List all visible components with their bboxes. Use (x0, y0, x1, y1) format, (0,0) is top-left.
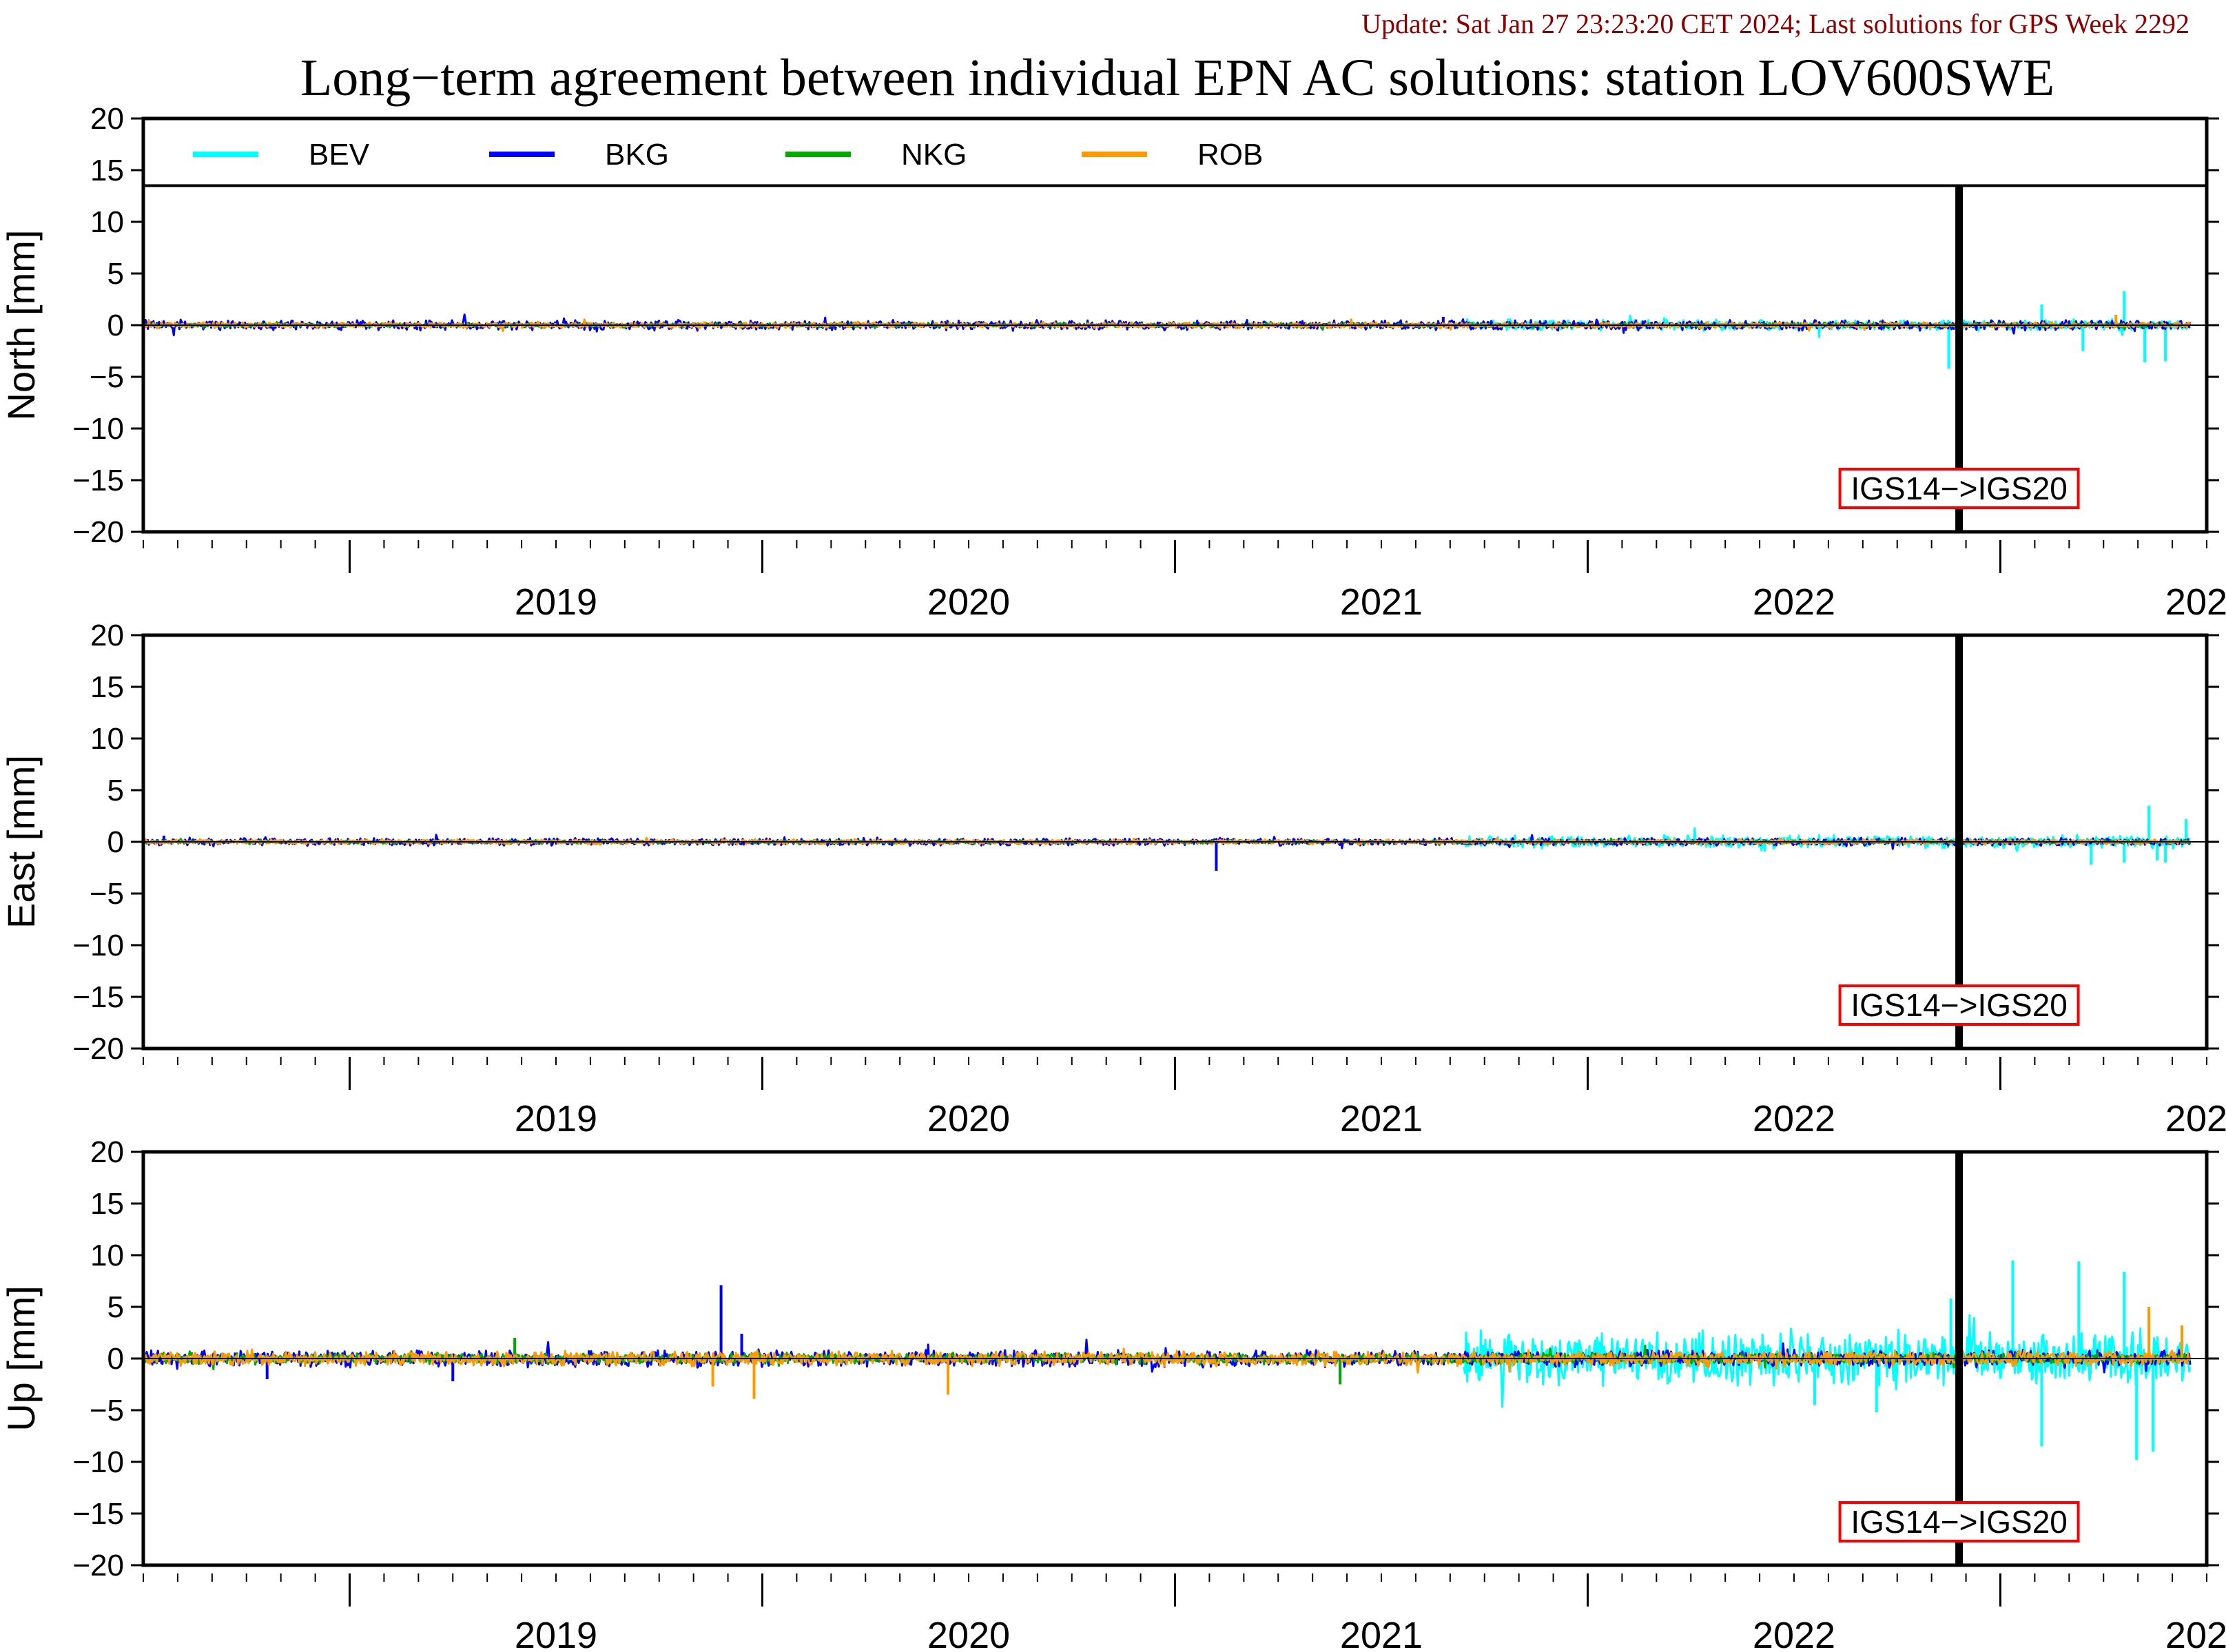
legend-label-nkg: NKG (901, 138, 967, 172)
y-tick-label: −20 (72, 515, 124, 549)
x-tick-label: 2020 (927, 581, 1010, 623)
marker-label: IGS14−>IGS20 (1851, 1504, 2068, 1540)
y-tick-label: 10 (90, 1239, 124, 1272)
y-tick-label: 5 (107, 774, 124, 807)
x-tick-label: 2023 (2165, 581, 2226, 623)
x-tick-label: 2019 (515, 581, 597, 623)
y-tick-label: 5 (107, 1290, 124, 1324)
y-tick-label: −5 (90, 360, 124, 394)
marker-label: IGS14−>IGS20 (1851, 987, 2068, 1023)
series-rob-line (143, 1348, 2192, 1374)
marker-label: IGS14−>IGS20 (1851, 471, 2068, 506)
x-tick-label: 2020 (927, 1615, 1010, 1652)
y-tick-label: 20 (90, 619, 124, 652)
panels-group: BEV BKG NKG ROB 20 15 10 5 0 −5 −10 −15 −20 North [mm… (0, 102, 2226, 1652)
series-group (143, 1260, 2192, 1460)
legend-label-bev: BEV (309, 138, 370, 172)
y-tick-label: 5 (107, 257, 124, 291)
y-tick-label: −10 (72, 412, 124, 446)
y-tick-label: −15 (72, 464, 124, 497)
x-tick-label: 2022 (1753, 1098, 1835, 1139)
panel-2: 20 15 10 5 0 −5 −10 −15 −20 Up [mm] 2019 2020 2021 20… (0, 1135, 2226, 1652)
legend-label-rob: ROB (1197, 138, 1263, 172)
x-tick-label: 2023 (2165, 1098, 2226, 1139)
y-axis-label: East [mm] (0, 755, 43, 929)
x-tick-label: 2020 (927, 1098, 1010, 1139)
y-tick-label: −20 (72, 1549, 124, 1582)
y-tick-label: 20 (90, 1135, 124, 1169)
x-tick-label: 2022 (1753, 1615, 1835, 1652)
legend-label-bkg: BKG (605, 138, 669, 172)
x-tick-label: 2019 (515, 1615, 597, 1652)
y-tick-label: −15 (72, 980, 124, 1014)
y-tick-label: −5 (90, 1394, 124, 1427)
x-tick-label: 2023 (2165, 1615, 2226, 1652)
y-tick-label: −10 (72, 1445, 124, 1479)
y-tick-label: 20 (90, 102, 124, 136)
legend-background (143, 118, 2207, 186)
y-tick-label: 0 (107, 825, 124, 859)
marker-label-box (1838, 1501, 2080, 1542)
marker-label-box (1838, 984, 2080, 1026)
panel-1: 20 15 10 5 0 −5 −10 −15 −20 East [mm] 2019 2020 2021… (0, 619, 2226, 1139)
x-tick-label: 2019 (515, 1098, 597, 1139)
y-axis-label: North [mm] (0, 230, 43, 421)
panel-0: BEV BKG NKG ROB 20 15 10 5 0 −5 −10 −15 −20 North [mm… (0, 102, 2226, 623)
y-tick-label: −15 (72, 1497, 124, 1531)
series-group (143, 291, 2192, 369)
y-tick-label: 0 (107, 309, 124, 342)
y-tick-label: 0 (107, 1342, 124, 1376)
y-tick-label: −10 (72, 929, 124, 962)
x-tick-label: 2021 (1340, 581, 1423, 623)
y-tick-label: 15 (90, 1187, 124, 1221)
update-note: Update: Sat Jan 27 23:23:20 CET 2024; La… (1361, 8, 2189, 39)
x-tick-label: 2021 (1340, 1098, 1423, 1139)
y-tick-label: 15 (90, 154, 124, 187)
x-tick-label: 2021 (1340, 1615, 1423, 1652)
marker-label-box (1838, 468, 2080, 509)
y-tick-label: −20 (72, 1032, 124, 1066)
series-group (143, 805, 2192, 871)
y-tick-label: 15 (90, 670, 124, 704)
x-tick-label: 2022 (1753, 581, 1835, 623)
chart-title: Long−term agreement between individual E… (300, 49, 2054, 107)
y-tick-label: 10 (90, 205, 124, 239)
y-tick-label: 10 (90, 722, 124, 756)
y-axis-label: Up [mm] (0, 1286, 43, 1432)
y-tick-label: −5 (90, 877, 124, 911)
